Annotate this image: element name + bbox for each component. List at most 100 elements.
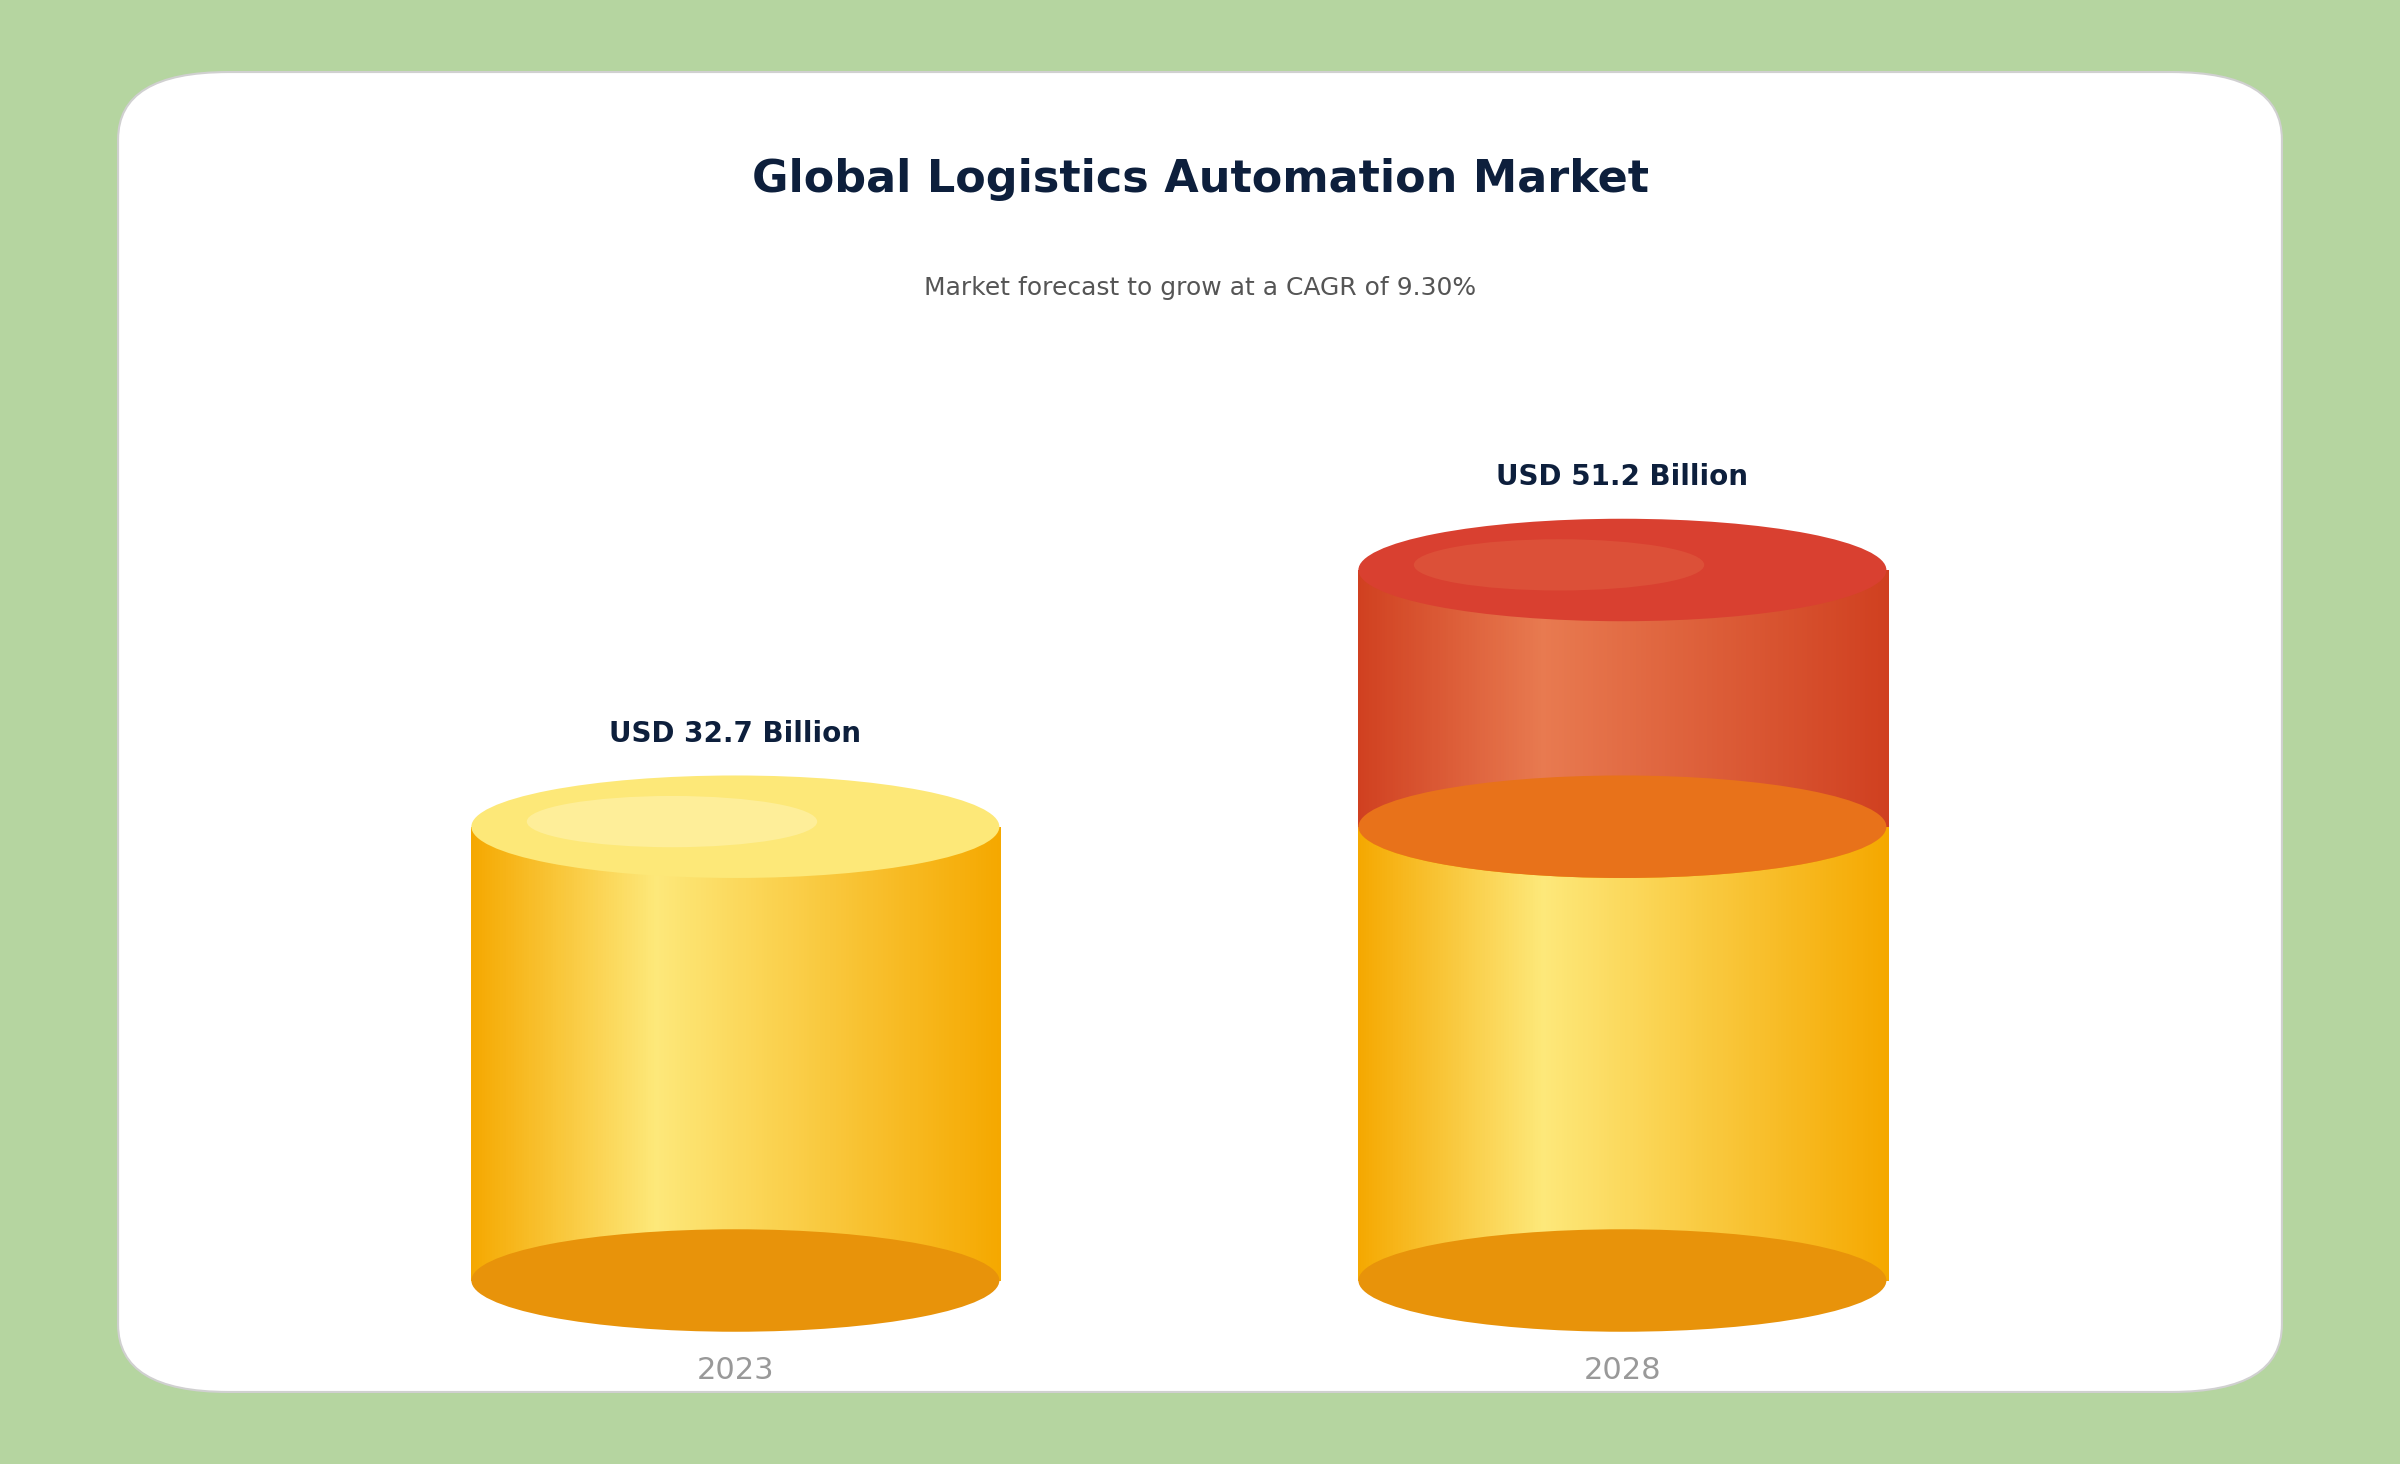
Bar — [1814, 569, 1819, 827]
Bar — [734, 827, 739, 1281]
Bar — [1651, 569, 1656, 827]
Bar — [732, 827, 737, 1281]
Bar — [890, 827, 895, 1281]
Bar — [1488, 569, 1493, 827]
Bar — [1522, 569, 1526, 827]
Bar — [1781, 569, 1786, 827]
Bar — [1541, 569, 1546, 827]
Bar — [893, 827, 898, 1281]
Bar — [1526, 827, 1531, 1281]
Bar — [1546, 569, 1550, 827]
Bar — [1697, 827, 1702, 1281]
Bar — [612, 827, 617, 1281]
Bar — [1382, 827, 1387, 1281]
Bar — [1723, 569, 1728, 827]
Bar — [1685, 827, 1690, 1281]
Bar — [1752, 827, 1757, 1281]
Bar — [1572, 569, 1577, 827]
Bar — [1838, 569, 1843, 827]
Bar — [1651, 827, 1656, 1281]
Bar — [1390, 569, 1394, 827]
Bar — [1493, 827, 1498, 1281]
Bar — [595, 827, 600, 1281]
Bar — [1642, 827, 1646, 1281]
Bar — [1452, 827, 1454, 1281]
Bar — [1802, 827, 1807, 1281]
Bar — [1409, 827, 1414, 1281]
Bar — [1694, 569, 1699, 827]
Bar — [1874, 827, 1877, 1281]
Bar — [1462, 827, 1466, 1281]
Bar — [1457, 569, 1462, 827]
Bar — [1822, 827, 1824, 1281]
Bar — [1774, 827, 1778, 1281]
Bar — [1577, 827, 1582, 1281]
Bar — [910, 827, 914, 1281]
Bar — [845, 827, 847, 1281]
Bar — [1385, 569, 1390, 827]
Bar — [1366, 827, 1370, 1281]
Bar — [773, 827, 778, 1281]
Bar — [1630, 569, 1634, 827]
Bar — [1870, 569, 1874, 827]
Bar — [1440, 569, 1445, 827]
Bar — [1474, 569, 1478, 827]
Bar — [1850, 827, 1855, 1281]
Bar — [682, 827, 686, 1281]
Bar — [809, 827, 814, 1281]
Bar — [1610, 827, 1613, 1281]
Text: Market forecast to grow at a CAGR of 9.30%: Market forecast to grow at a CAGR of 9.3… — [924, 275, 1476, 300]
Bar — [797, 827, 802, 1281]
Bar — [1471, 827, 1476, 1281]
Bar — [1418, 827, 1423, 1281]
Bar — [1718, 827, 1723, 1281]
Bar — [746, 827, 751, 1281]
Bar — [1471, 569, 1476, 827]
Bar — [898, 827, 900, 1281]
Bar — [521, 827, 526, 1281]
Bar — [1414, 569, 1418, 827]
Bar — [1728, 569, 1733, 827]
Bar — [1380, 827, 1385, 1281]
Bar — [871, 827, 874, 1281]
Bar — [1591, 827, 1596, 1281]
Bar — [1495, 827, 1500, 1281]
Bar — [1733, 569, 1738, 827]
Bar — [655, 827, 660, 1281]
Bar — [1762, 569, 1766, 827]
Bar — [1637, 569, 1639, 827]
Bar — [881, 827, 886, 1281]
Bar — [1841, 827, 1846, 1281]
Bar — [828, 827, 833, 1281]
Bar — [756, 827, 761, 1281]
Bar — [1526, 569, 1531, 827]
Bar — [962, 827, 967, 1281]
Bar — [1466, 569, 1471, 827]
Bar — [1512, 827, 1517, 1281]
Bar — [1800, 827, 1805, 1281]
Bar — [1829, 569, 1834, 827]
Bar — [960, 827, 965, 1281]
Bar — [1447, 569, 1452, 827]
Bar — [1478, 827, 1481, 1281]
Bar — [1519, 827, 1524, 1281]
Bar — [1850, 569, 1855, 827]
Bar — [1435, 569, 1440, 827]
Bar — [1402, 827, 1406, 1281]
Bar — [1822, 569, 1824, 827]
Bar — [470, 827, 475, 1281]
Bar — [876, 827, 881, 1281]
Bar — [1668, 827, 1673, 1281]
Bar — [1404, 827, 1409, 1281]
Bar — [485, 827, 490, 1281]
Bar — [1570, 827, 1574, 1281]
Bar — [1663, 827, 1666, 1281]
Bar — [626, 827, 631, 1281]
Bar — [1594, 569, 1598, 827]
Bar — [1711, 569, 1716, 827]
Bar — [725, 827, 730, 1281]
Bar — [1562, 827, 1567, 1281]
Bar — [1644, 569, 1649, 827]
Text: 2028: 2028 — [1584, 1356, 1661, 1385]
Bar — [970, 827, 974, 1281]
